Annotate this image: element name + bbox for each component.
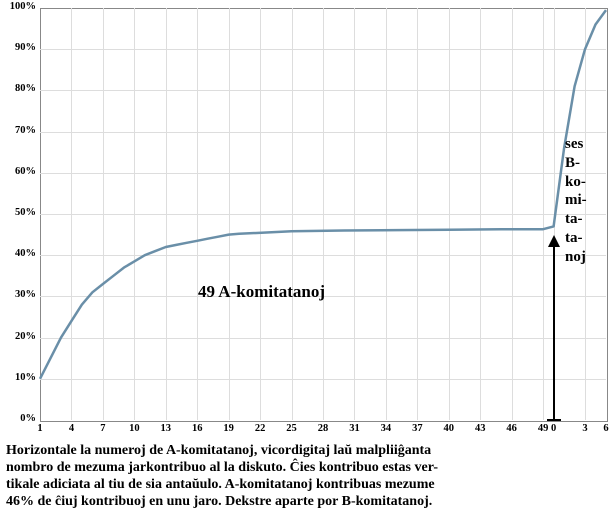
caption-line: Horizontale la numeroj de A-komitatanoj,…: [6, 442, 610, 459]
caption-line: nombro de mezuma jarkontribuo al la disk…: [6, 459, 610, 476]
arrow-stem: [553, 245, 555, 420]
caption-line: 46% de ĉiuj kontribuoj en unu jaro. Deks…: [6, 493, 610, 510]
line-series: [0, 0, 614, 438]
right-annotation: ses B- ko- mi- ta- ta- noj: [565, 135, 587, 266]
cumulative-chart: 0%10%20%30%40%50%60%70%80%90%100%1471013…: [0, 0, 614, 438]
arrow-head-icon: [548, 235, 560, 247]
caption: Horizontale la numeroj de A-komitatanoj,…: [6, 442, 610, 510]
center-annotation: 49 A-komitatanoj: [198, 282, 325, 302]
caption-line: tikale adiciata al tiu de sia antaŭulo. …: [6, 476, 610, 493]
figure-container: 0%10%20%30%40%50%60%70%80%90%100%1471013…: [0, 0, 614, 523]
